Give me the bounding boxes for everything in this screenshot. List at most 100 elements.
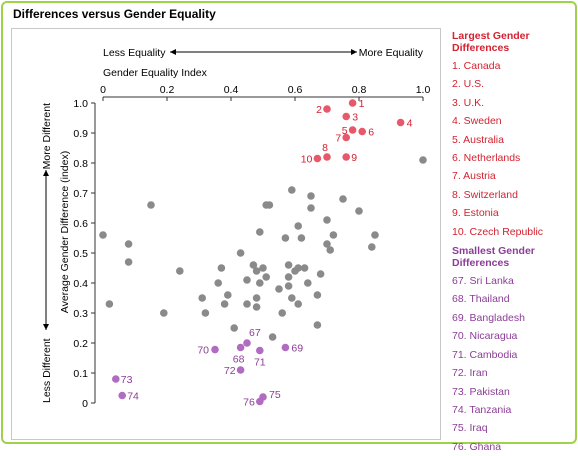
data-point: [252, 303, 261, 311]
data-label: 7: [335, 133, 341, 145]
data-point-largest: [348, 126, 357, 134]
data-point: [262, 273, 271, 281]
data-label: 67: [249, 327, 261, 339]
data-point: [313, 321, 322, 329]
data-point-largest: [348, 99, 357, 107]
page-title: Differences versus Gender Equality: [13, 7, 216, 21]
x-direction-right-label: More Equality: [359, 47, 424, 59]
legend-item: 2. U.S.: [452, 78, 485, 91]
data-label: 75: [269, 389, 281, 401]
data-point-smallest: [118, 391, 126, 400]
data-point-largest: [358, 127, 367, 136]
data-point-smallest: [255, 397, 264, 406]
data-label: 74: [127, 391, 139, 403]
legend-item: 4. Sweden: [452, 115, 502, 128]
data-point: [313, 291, 322, 299]
x-direction-arrowhead-right: [351, 49, 357, 55]
data-point: [220, 300, 229, 308]
y-tick-label: 0.8: [73, 158, 88, 170]
x-direction-arrowhead-left: [170, 49, 176, 55]
data-label: 73: [121, 374, 133, 386]
data-point: [284, 261, 293, 269]
legend-item: 67. Sri Lanka: [452, 275, 514, 288]
data-label: 3: [352, 112, 358, 124]
data-point: [160, 309, 168, 317]
data-point-smallest: [112, 375, 120, 383]
data-point: [329, 231, 338, 239]
data-point: [265, 201, 274, 209]
y-axis-label: Average Gender Difference (index): [59, 151, 71, 313]
data-point: [323, 216, 331, 224]
legend-item: 70. Nicaragua: [452, 330, 518, 343]
data-label: 76: [243, 397, 255, 409]
data-label: 4: [407, 118, 413, 130]
data-point: [284, 282, 293, 290]
data-point: [201, 309, 210, 317]
data-point: [304, 279, 312, 287]
data-point: [99, 231, 107, 239]
data-point: [281, 234, 290, 242]
y-direction-arrowhead-bottom: [43, 324, 49, 330]
data-point: [230, 324, 238, 332]
data-point-smallest: [243, 339, 251, 347]
data-point: [124, 258, 133, 266]
data-label: 71: [254, 357, 266, 369]
data-point: [294, 264, 303, 272]
data-label: 72: [224, 365, 236, 377]
y-direction-arrowhead-top: [43, 170, 49, 176]
data-point: [255, 228, 264, 236]
x-tick-label: 0.6: [288, 84, 303, 96]
data-point: [294, 300, 303, 308]
legend-item: 74. Tanzania: [452, 403, 512, 416]
data-label: 2: [316, 104, 322, 116]
data-point-smallest: [211, 345, 219, 354]
y-tick-label: 0.3: [73, 308, 88, 320]
data-point-largest: [342, 133, 351, 142]
data-label: 5: [342, 125, 348, 137]
legend-panel: Largest Gender Differences 1. Canada 2. …: [452, 30, 576, 453]
data-point-smallest: [255, 346, 264, 355]
data-label: 69: [291, 343, 303, 355]
data-point: [255, 279, 264, 287]
data-point: [224, 291, 232, 299]
y-tick-label: 0.1: [73, 368, 88, 380]
data-label: 1: [359, 98, 365, 110]
legend-item: 75. Iraq: [452, 422, 488, 435]
legend-item: 3. U.K.: [452, 96, 485, 109]
data-point: [236, 249, 245, 257]
data-point: [249, 261, 258, 269]
legend-item: 68. Thailand: [452, 293, 510, 306]
x-axis-label: Gender Equality Index: [103, 67, 208, 79]
legend-largest-title: Largest Gender Differences: [452, 30, 530, 54]
y-tick-label: 0.9: [73, 128, 88, 140]
legend-smallest-title: Smallest Gender Differences: [452, 245, 535, 270]
data-point: [316, 270, 325, 278]
data-point: [323, 240, 331, 248]
data-point: [259, 264, 267, 272]
x-tick-label: 1.0: [416, 84, 431, 96]
legend-item: 1. Canada: [452, 60, 501, 72]
data-point: [339, 195, 347, 203]
data-point: [307, 192, 315, 200]
data-label: 8: [322, 142, 328, 154]
data-label: 70: [197, 345, 209, 357]
legend-item: 8. Switzerland: [452, 188, 518, 201]
legend-item: 10. Czech Republic: [452, 225, 544, 238]
data-point: [252, 267, 261, 275]
data-point: [326, 246, 335, 254]
data-point: [297, 234, 306, 242]
scatter-chart: Less Equality More Equality Gender Equalit…: [41, 47, 431, 410]
legend-item: 9. Estonia: [452, 207, 499, 220]
data-label: 10: [301, 154, 313, 166]
legend-item: 71. Cambodia: [452, 348, 518, 361]
legend-item: 69. Bangladesh: [452, 311, 525, 324]
x-tick-label: 0.8: [352, 84, 367, 96]
x-direction-left-label: Less Equality: [103, 47, 166, 59]
data-point: [300, 264, 309, 272]
data-point-largest: [396, 118, 405, 127]
data-point: [268, 333, 277, 341]
x-tick-label: 0: [100, 84, 106, 96]
data-point: [214, 279, 222, 287]
y-tick-label: 0: [82, 398, 88, 410]
data-point: [419, 156, 427, 164]
